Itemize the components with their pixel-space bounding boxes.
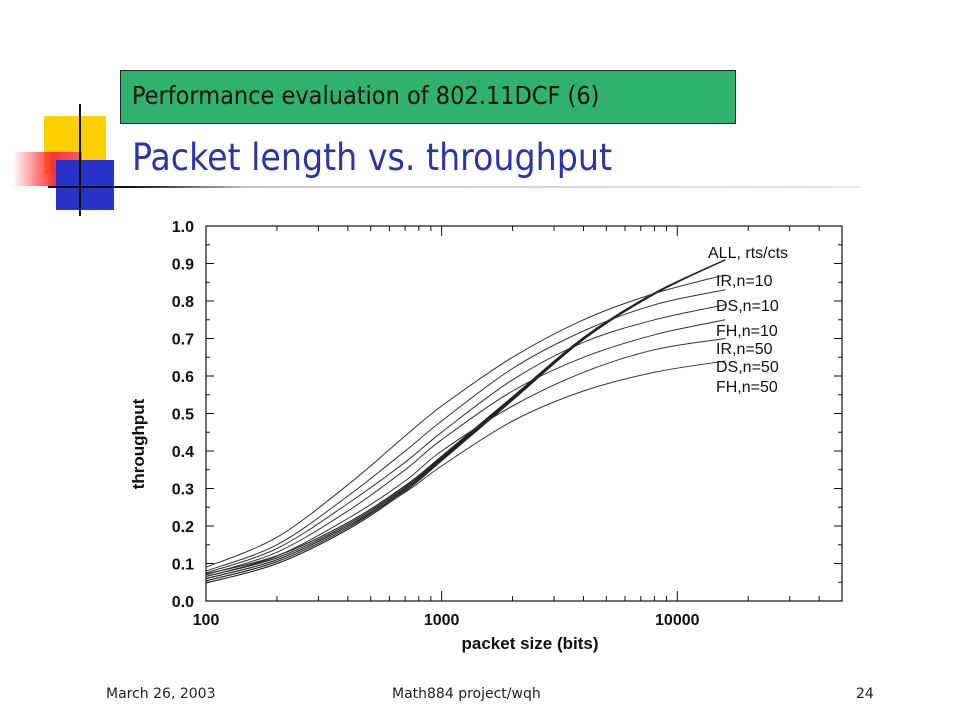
decor-vertical-line: [79, 104, 81, 216]
series-line-all-rts-cts: [205, 259, 726, 580]
series-label: DS,n=10: [716, 298, 779, 315]
y-tick-label: 0.7: [172, 332, 194, 349]
x-tick-label: 1000: [424, 612, 460, 629]
y-tick-label: 0.6: [172, 369, 194, 386]
y-tick-label: 0.9: [172, 257, 194, 274]
series-line-all-rts-cts: [205, 259, 726, 584]
series-label: DS,n=50: [716, 359, 779, 376]
y-tick-label: 0.4: [172, 444, 194, 461]
series-label: FH,n=10: [716, 323, 778, 340]
series-label: FH,n=50: [716, 379, 778, 396]
slide-title: Packet length vs. throughput: [132, 136, 613, 179]
x-axis-label: packet size (bits): [462, 634, 599, 653]
y-tick-label: 0.0: [172, 594, 194, 611]
x-tick-label: 10000: [655, 612, 700, 629]
y-tick-label: 0.3: [172, 482, 194, 499]
series-line: [205, 338, 726, 578]
y-tick-label: 0.8: [172, 294, 194, 311]
series-line: [205, 304, 726, 574]
slide-header: Performance evaluation of 802.11DCF (6): [132, 81, 600, 110]
chart-series: [205, 259, 726, 584]
footer-page-number: 24: [856, 686, 874, 702]
y-tick-label: 0.2: [172, 519, 194, 536]
series-label: IR,n=50: [716, 341, 773, 358]
header-box: [120, 70, 736, 124]
y-axis-label: throughput: [129, 398, 148, 489]
series-label: ALL, rts/cts: [708, 245, 788, 262]
footer-center: Math884 project/wqh: [392, 686, 541, 702]
y-tick-label: 0.5: [172, 407, 194, 424]
decor-blue-square: [56, 160, 114, 210]
x-tick-label: 100: [193, 612, 220, 629]
series-line: [205, 360, 726, 579]
chart-series-labels: ALL, rts/cts IR,n=10 DS,n=10 FH,n=10IR,n=50…: [708, 245, 788, 396]
series-line: [205, 289, 726, 572]
y-tick-label: 0.1: [172, 557, 194, 574]
decor-horizontal-rule: [48, 186, 860, 188]
series-label: IR,n=10: [716, 273, 773, 290]
series-line: [205, 319, 726, 576]
series-line-all-rts-cts: [205, 259, 726, 575]
throughput-chart: 0.0 0.1 0.2 0.3 0.4 0.5 0.6 0.7 0.8 0.9 1.0 100 1000…: [129, 219, 843, 653]
series-line: [205, 274, 726, 568]
footer-date: March 26, 2003: [106, 686, 216, 702]
y-tick-label: 1.0: [172, 219, 194, 236]
chart-ticks: 0.0 0.1 0.2 0.3 0.4 0.5 0.6 0.7 0.8 0.9 1.0 100 1000…: [172, 219, 843, 629]
